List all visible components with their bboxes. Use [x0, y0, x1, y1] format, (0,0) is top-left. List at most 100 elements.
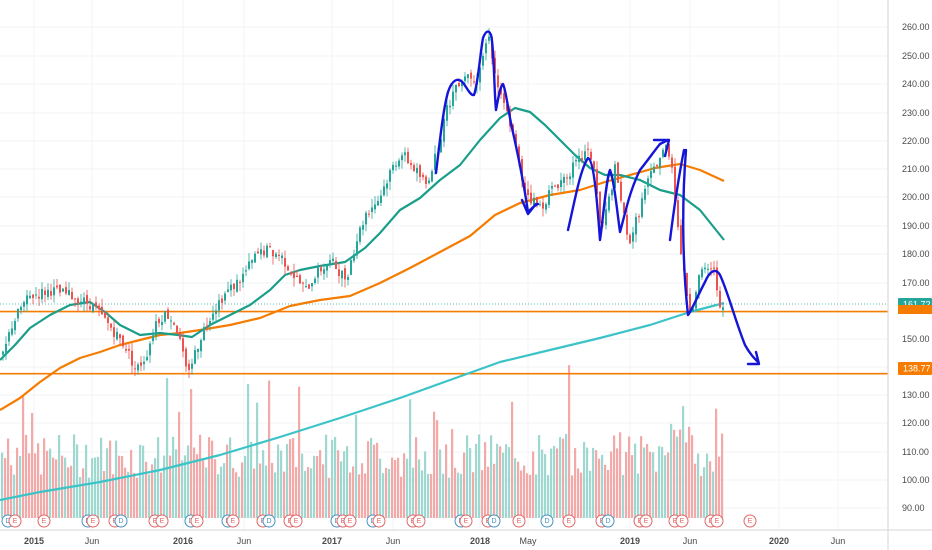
candle-body [122, 335, 124, 347]
volume-bar [322, 464, 325, 518]
earnings-badge[interactable] [226, 514, 240, 528]
candle-body [149, 343, 151, 356]
y-tick-label: 120.00 [902, 418, 930, 428]
volume-bar [244, 455, 247, 518]
candle-body [419, 165, 421, 177]
earnings-badge[interactable] [190, 514, 204, 528]
earnings-badge[interactable] [289, 514, 303, 528]
candle-body [176, 325, 178, 333]
candle-body [545, 203, 547, 210]
volume-bar [508, 447, 511, 518]
candle-body [374, 204, 376, 210]
volume-bar [610, 451, 613, 518]
candle-body [707, 268, 709, 270]
volume-bar [118, 455, 121, 518]
volume-bar [271, 462, 274, 518]
candle-body [323, 269, 325, 274]
volume-bar [184, 455, 187, 518]
volume-bar [91, 458, 94, 518]
candle-body [686, 273, 688, 297]
candle-body [479, 67, 481, 83]
volume-bar [460, 473, 463, 518]
volume-bar [574, 448, 577, 518]
candle-body [635, 216, 637, 235]
candle-body [470, 72, 472, 79]
candle-body [344, 268, 346, 280]
earnings-badge[interactable] [155, 514, 169, 528]
volume-bar [556, 448, 559, 518]
x-tick-label: 2017 [322, 536, 342, 546]
volume-bar [238, 476, 241, 518]
badge-letter: D [5, 518, 10, 525]
earnings-badge[interactable] [343, 514, 357, 528]
candle-body [137, 364, 139, 371]
earnings-badge[interactable] [562, 514, 576, 528]
earnings-badge[interactable] [372, 514, 386, 528]
volume-bar [325, 434, 328, 518]
earnings-badge[interactable] [459, 514, 473, 528]
volume-bar [106, 448, 109, 518]
earnings-badge[interactable] [743, 514, 757, 528]
candle-body [32, 294, 34, 299]
earnings-badge[interactable] [86, 514, 100, 528]
candle-body [38, 296, 40, 299]
candle-body [428, 180, 430, 184]
earnings-badge[interactable] [412, 514, 426, 528]
volume-bar [124, 467, 127, 518]
volume-bar [316, 456, 319, 518]
candle-body [656, 164, 658, 167]
y-tick-label: 150.00 [902, 334, 930, 344]
dividend-badge[interactable] [540, 514, 554, 528]
candle-body [59, 284, 61, 293]
badge-letter: E [348, 518, 353, 525]
volume-bar [391, 457, 394, 518]
earnings-dividend-badges: DEEDEEDEEDEDEEDEEDEEDEEEDEEDEDEEDEEEEEEE [1, 514, 757, 528]
volume-bar [331, 439, 334, 518]
moving-averages [0, 106, 725, 502]
candle-body [8, 332, 10, 342]
candle-body [293, 271, 295, 279]
volume-bar [40, 474, 43, 518]
volume-bar [613, 435, 616, 518]
candle-body [617, 162, 619, 183]
earnings-badge[interactable] [639, 514, 653, 528]
candle-body [431, 171, 433, 182]
candle-body [503, 93, 505, 104]
badge-letter: E [153, 518, 158, 525]
price-axis[interactable]: 260.00 250.00 240.00 230.00 220.00 210.00 200.… [902, 22, 930, 513]
candle-body [356, 241, 358, 256]
earnings-badge[interactable] [8, 514, 22, 528]
time-axis[interactable]: 2015 Jun 2016 Jun 2017 Jun 2018 May 2019 Jun 2020 J… [24, 536, 845, 546]
earnings-badge[interactable] [512, 514, 526, 528]
volume-bar [190, 389, 193, 518]
earnings-badge[interactable] [37, 514, 51, 528]
earnings-badge[interactable] [675, 514, 689, 528]
candle-body [458, 82, 460, 87]
volume-bar [640, 436, 643, 518]
dividend-badge[interactable] [262, 514, 276, 528]
candle-body [575, 159, 577, 162]
volume-bar [85, 444, 88, 518]
volume-bar [469, 448, 472, 518]
candle-body [677, 200, 679, 228]
candle-body [614, 164, 616, 188]
volume-bar [646, 444, 649, 518]
candle-body [209, 320, 211, 326]
volume-bar [355, 414, 358, 518]
candle-body [134, 368, 136, 370]
volume-bar [472, 472, 475, 518]
volume-bar [664, 455, 667, 518]
volume-bar [94, 457, 97, 518]
earnings-badge[interactable] [710, 514, 724, 528]
dividend-badge[interactable] [487, 514, 501, 528]
x-tick-label: Jun [386, 536, 401, 546]
y-tick-label: 220.00 [902, 136, 930, 146]
volume-bar [52, 457, 55, 518]
dividend-badge[interactable] [114, 514, 128, 528]
candle-body [305, 286, 307, 288]
dividend-badge[interactable] [601, 514, 615, 528]
volume-bar [535, 474, 538, 518]
volume-bar [31, 413, 34, 518]
x-tick-label: 2019 [620, 536, 640, 546]
